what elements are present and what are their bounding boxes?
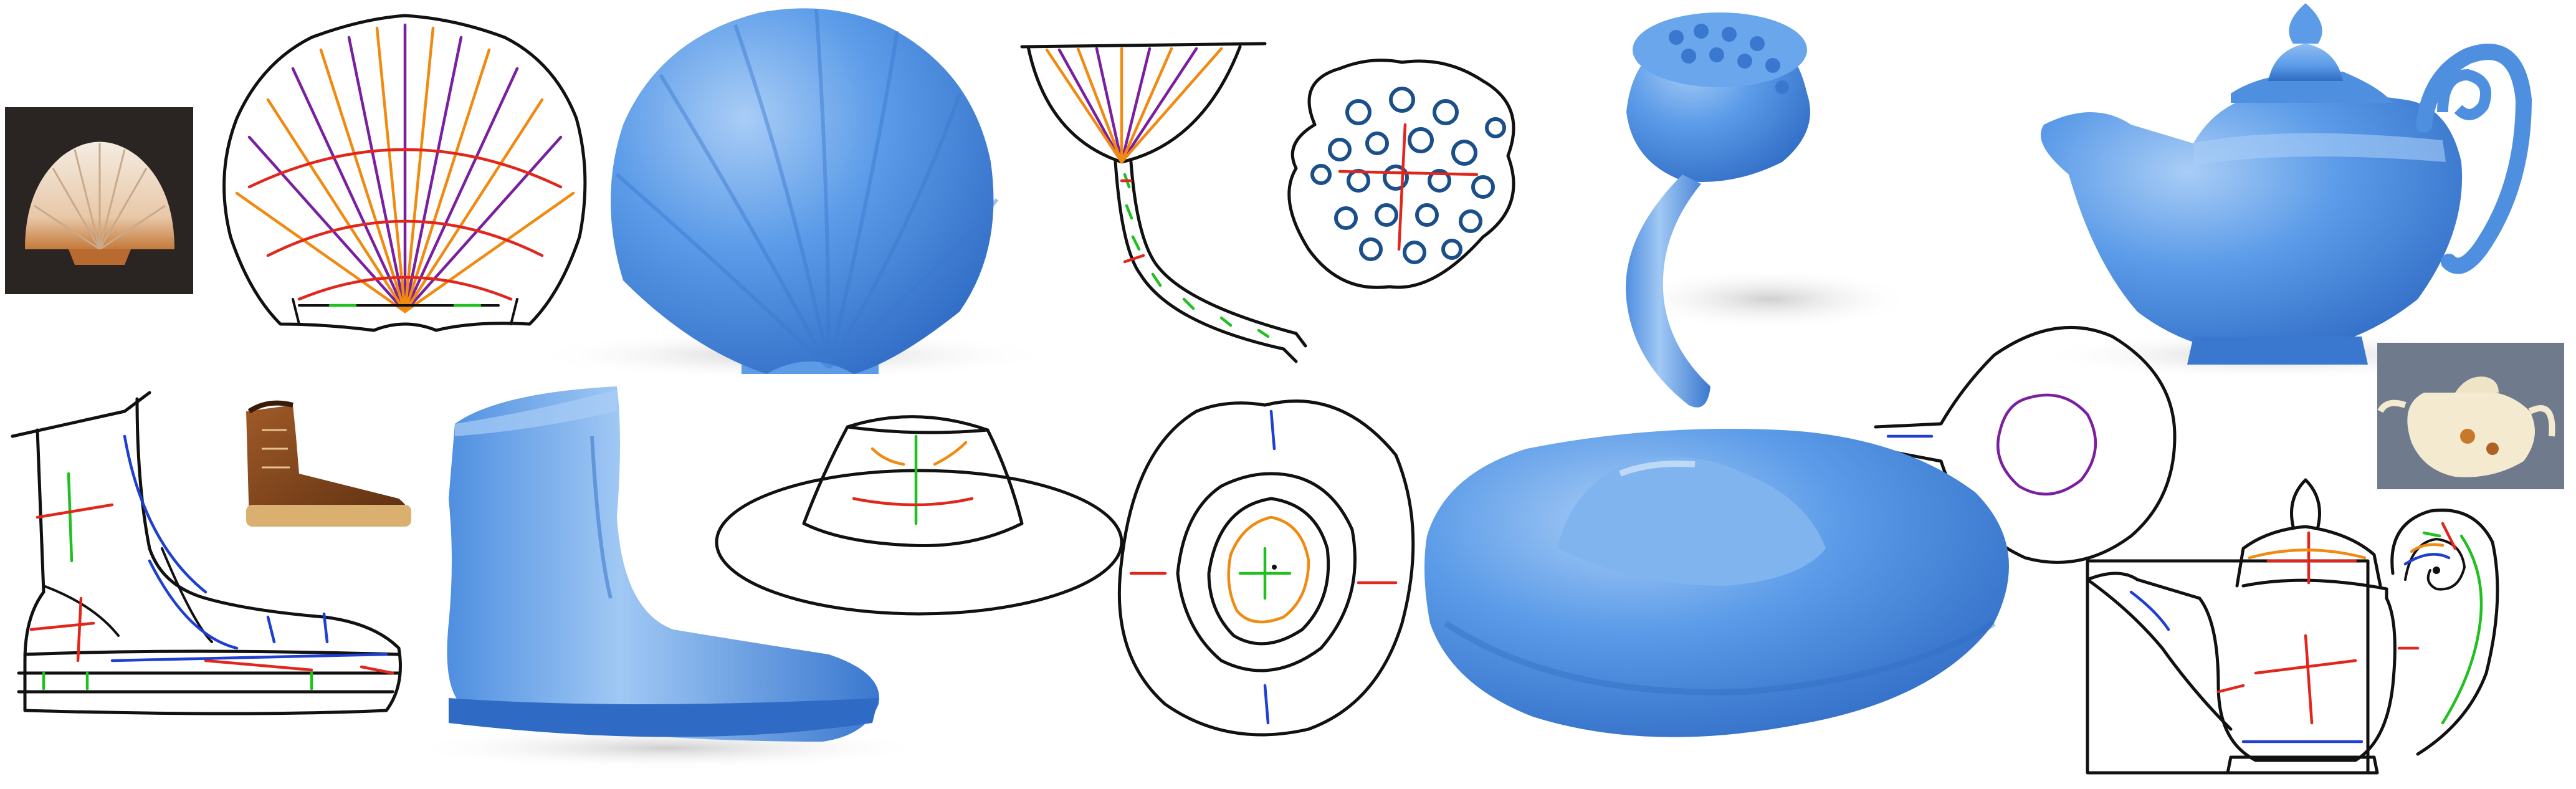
shell-model (530, 8, 1053, 380)
shell-sketch (222, 14, 587, 332)
hat-top-sketch (1117, 399, 1415, 737)
shell-photo (5, 107, 193, 294)
boot-photo (246, 400, 411, 527)
teapot-photo (2377, 343, 2564, 489)
teapot-top-sketch (1874, 326, 2177, 564)
boot-model (405, 386, 928, 770)
lotus-side-sketch (1020, 42, 1307, 363)
teapot-side-sketch (2086, 478, 2499, 775)
lotus-top-sketch (1287, 59, 1515, 289)
teapot-model (2038, 3, 2532, 380)
hat-model (1424, 429, 2009, 737)
lotus-model (1626, 12, 1913, 408)
boot-sketch (11, 391, 402, 715)
hat-front-sketch (715, 415, 1123, 616)
